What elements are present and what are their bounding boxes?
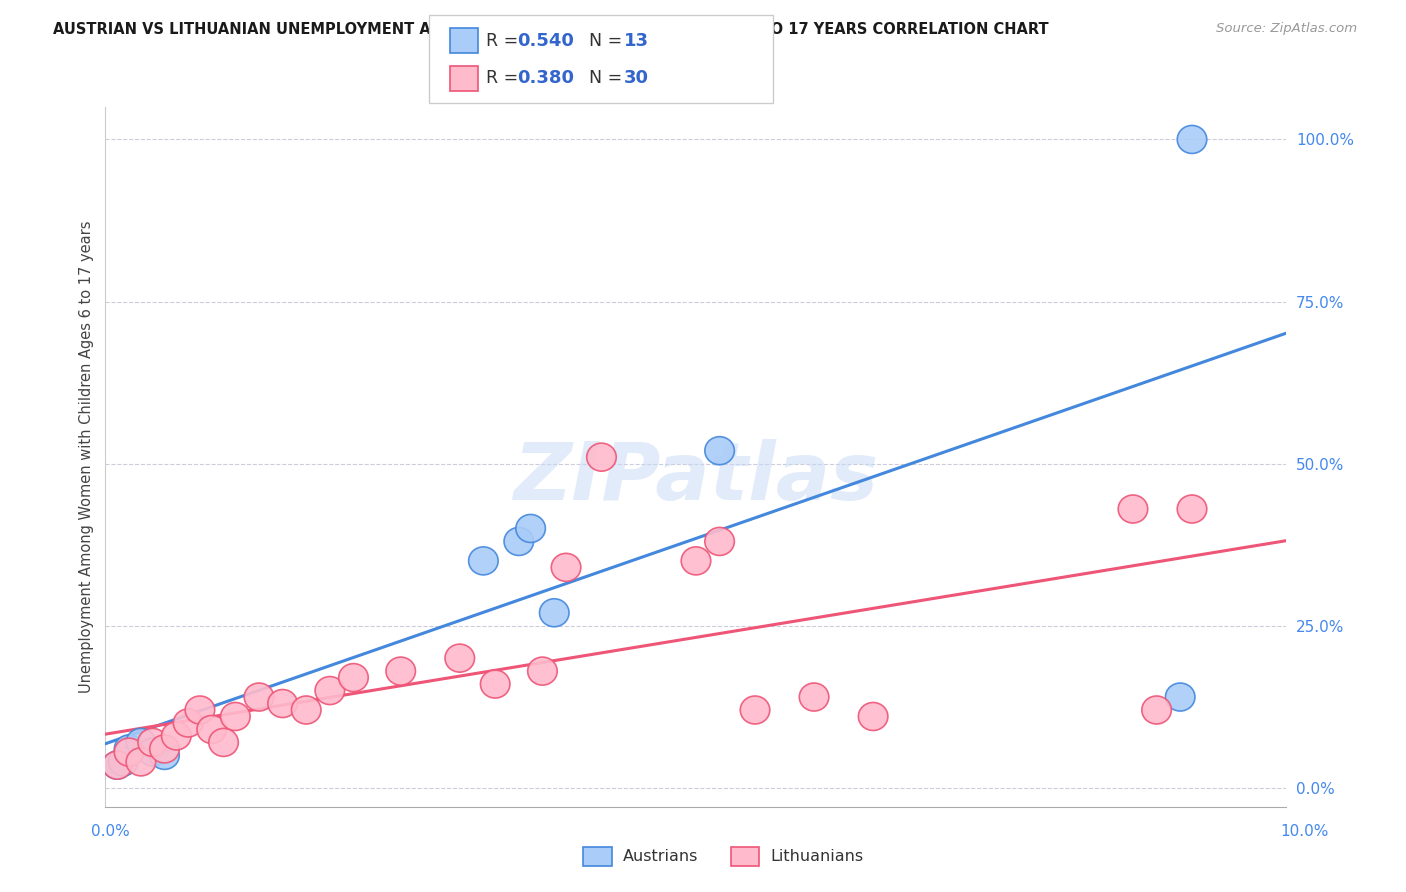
Ellipse shape	[197, 715, 226, 743]
Ellipse shape	[108, 747, 138, 776]
Ellipse shape	[481, 670, 510, 698]
Ellipse shape	[150, 741, 180, 770]
Ellipse shape	[741, 696, 770, 724]
Ellipse shape	[446, 644, 475, 673]
Text: Lithuanians: Lithuanians	[770, 849, 863, 863]
Text: Source: ZipAtlas.com: Source: ZipAtlas.com	[1216, 22, 1357, 36]
Ellipse shape	[1177, 495, 1206, 523]
Ellipse shape	[1166, 683, 1195, 711]
Ellipse shape	[103, 751, 132, 779]
Ellipse shape	[138, 739, 167, 766]
Text: N =: N =	[578, 70, 627, 87]
Ellipse shape	[385, 657, 416, 685]
Ellipse shape	[291, 696, 321, 724]
Ellipse shape	[551, 553, 581, 582]
Ellipse shape	[681, 547, 711, 574]
Ellipse shape	[221, 703, 250, 731]
Ellipse shape	[586, 443, 616, 471]
Text: Austrians: Austrians	[623, 849, 699, 863]
Text: R =: R =	[486, 70, 524, 87]
Ellipse shape	[150, 735, 180, 763]
Ellipse shape	[114, 739, 143, 766]
Ellipse shape	[468, 547, 498, 574]
Text: AUSTRIAN VS LITHUANIAN UNEMPLOYMENT AMONG WOMEN WITH CHILDREN AGES 6 TO 17 YEARS: AUSTRIAN VS LITHUANIAN UNEMPLOYMENT AMON…	[53, 22, 1049, 37]
Text: ZIPatlas: ZIPatlas	[513, 439, 879, 517]
Ellipse shape	[704, 437, 734, 465]
Ellipse shape	[503, 527, 534, 556]
Text: R =: R =	[486, 32, 524, 50]
Ellipse shape	[540, 599, 569, 627]
Ellipse shape	[1177, 126, 1206, 153]
Text: 0.0%: 0.0%	[91, 824, 131, 838]
Ellipse shape	[704, 527, 734, 556]
Ellipse shape	[127, 747, 156, 776]
Ellipse shape	[127, 729, 156, 756]
Ellipse shape	[114, 735, 143, 763]
Ellipse shape	[245, 683, 274, 711]
Ellipse shape	[339, 664, 368, 691]
Ellipse shape	[186, 696, 215, 724]
Ellipse shape	[799, 683, 830, 711]
Y-axis label: Unemployment Among Women with Children Ages 6 to 17 years: Unemployment Among Women with Children A…	[79, 221, 94, 693]
Ellipse shape	[1118, 495, 1147, 523]
Ellipse shape	[1142, 696, 1171, 724]
Text: 0.540: 0.540	[517, 32, 574, 50]
Text: 30: 30	[624, 70, 650, 87]
Text: 0.380: 0.380	[517, 70, 575, 87]
Ellipse shape	[858, 703, 889, 731]
Ellipse shape	[269, 690, 298, 717]
Ellipse shape	[103, 751, 132, 779]
Ellipse shape	[173, 709, 202, 737]
Text: 10.0%: 10.0%	[1281, 824, 1329, 838]
Text: 13: 13	[624, 32, 650, 50]
Ellipse shape	[527, 657, 557, 685]
Ellipse shape	[138, 729, 167, 756]
Ellipse shape	[162, 722, 191, 750]
Ellipse shape	[315, 676, 344, 705]
Ellipse shape	[208, 729, 239, 756]
Ellipse shape	[516, 515, 546, 542]
Text: N =: N =	[578, 32, 627, 50]
